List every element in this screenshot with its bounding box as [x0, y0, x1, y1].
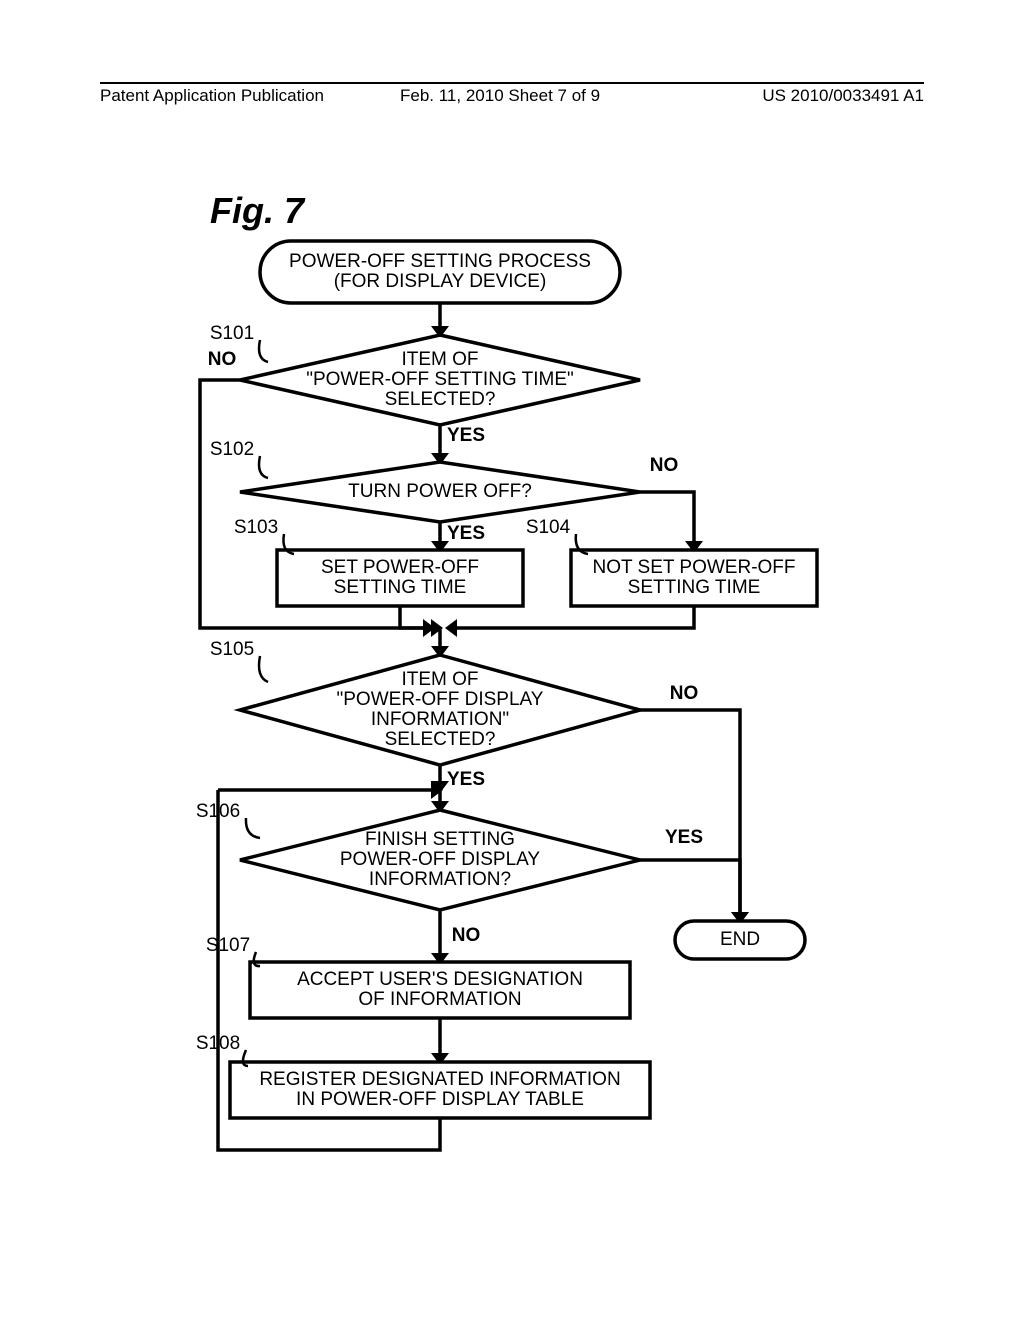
svg-text:IN POWER-OFF DISPLAY TABLE: IN POWER-OFF DISPLAY TABLE [296, 1089, 584, 1110]
flowchart: POWER-OFF SETTING PROCESS(FOR DISPLAY DE… [0, 0, 1024, 1320]
svg-text:YES: YES [447, 769, 485, 790]
svg-text:INFORMATION?: INFORMATION? [369, 869, 511, 890]
svg-text:TURN POWER OFF?: TURN POWER OFF? [348, 481, 532, 502]
svg-text:SETTING TIME: SETTING TIME [334, 577, 467, 598]
svg-text:SET POWER-OFF: SET POWER-OFF [321, 557, 479, 578]
svg-text:NOT SET POWER-OFF: NOT SET POWER-OFF [592, 557, 795, 578]
svg-text:"POWER-OFF DISPLAY: "POWER-OFF DISPLAY [337, 689, 544, 710]
svg-text:"POWER-OFF SETTING TIME": "POWER-OFF SETTING TIME" [306, 369, 574, 390]
svg-text:NO: NO [650, 455, 679, 476]
svg-text:S106: S106 [196, 801, 240, 822]
svg-text:ACCEPT USER'S DESIGNATION: ACCEPT USER'S DESIGNATION [297, 969, 583, 990]
svg-text:REGISTER DESIGNATED INFORMATIO: REGISTER DESIGNATED INFORMATION [259, 1069, 620, 1090]
svg-text:S107: S107 [206, 935, 250, 956]
svg-text:NO: NO [670, 683, 699, 704]
svg-text:YES: YES [447, 523, 485, 544]
svg-text:INFORMATION": INFORMATION" [371, 709, 509, 730]
svg-text:YES: YES [447, 425, 485, 446]
svg-text:S105: S105 [210, 639, 254, 660]
svg-text:ITEM OF: ITEM OF [401, 349, 478, 370]
svg-text:SELECTED?: SELECTED? [385, 729, 496, 750]
svg-text:SETTING TIME: SETTING TIME [628, 577, 761, 598]
svg-text:S101: S101 [210, 323, 254, 344]
svg-text:POWER-OFF DISPLAY: POWER-OFF DISPLAY [340, 849, 541, 870]
svg-text:S102: S102 [210, 439, 254, 460]
svg-text:NO: NO [208, 349, 237, 370]
svg-text:YES: YES [665, 827, 703, 848]
svg-text:POWER-OFF SETTING PROCESS: POWER-OFF SETTING PROCESS [289, 251, 591, 272]
svg-text:S103: S103 [234, 517, 278, 538]
svg-text:(FOR DISPLAY DEVICE): (FOR DISPLAY DEVICE) [334, 271, 547, 292]
svg-text:S108: S108 [196, 1033, 240, 1054]
svg-text:S104: S104 [526, 517, 571, 538]
svg-text:NO: NO [452, 925, 481, 946]
svg-text:FINISH SETTING: FINISH SETTING [365, 829, 515, 850]
svg-text:END: END [720, 929, 760, 950]
svg-text:ITEM OF: ITEM OF [401, 669, 478, 690]
svg-text:SELECTED?: SELECTED? [385, 389, 496, 410]
page: Patent Application Publication Feb. 11, … [0, 0, 1024, 1320]
svg-text:OF INFORMATION: OF INFORMATION [358, 989, 521, 1010]
